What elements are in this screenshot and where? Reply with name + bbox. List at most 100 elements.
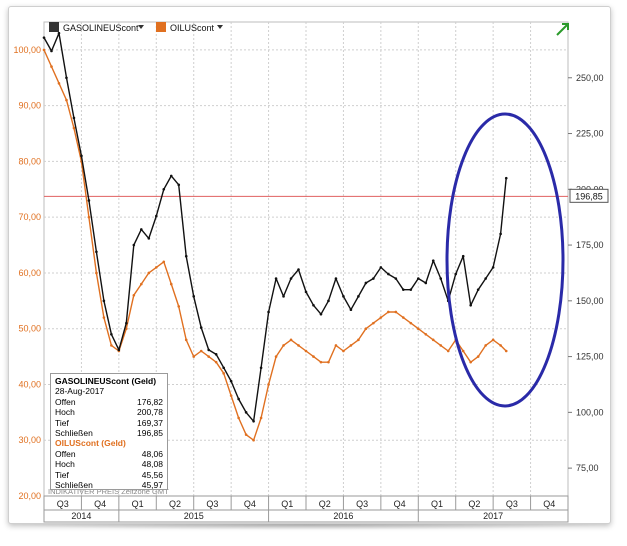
right-tick-label: 250,00 [576,73,604,83]
data-point-oiluscont [312,355,315,358]
data-point-oiluscont [327,360,330,364]
data-point-gasolineuscont [72,116,76,120]
data-point-gasolineuscont [387,272,390,276]
data-point-oiluscont [154,266,158,269]
data-point-gasolineuscont [484,277,487,280]
year-label: 2016 [333,511,353,521]
data-point-oiluscont [416,327,420,331]
data-point-gasolineuscont [192,295,196,298]
o-row-schließen: Schließen 45,97 [55,480,163,490]
data-point-oiluscont [110,344,113,347]
data-point-gasolineuscont [304,290,308,294]
data-point-oiluscont [476,355,480,358]
data-point-oiluscont [504,349,508,353]
data-point-gasolineuscont [364,281,368,285]
data-point-gasolineuscont [334,277,338,280]
data-point-gasolineuscont [416,277,420,280]
o-row-value: 45,56 [141,469,163,480]
data-point-oiluscont [304,349,308,353]
data-point-oiluscont [72,126,76,130]
data-point-gasolineuscont [372,277,375,280]
data-point-oiluscont [409,321,413,325]
data-point-oiluscont [162,260,166,264]
right-tick-label: 225,00 [576,129,604,139]
data-point-oiluscont [42,48,46,52]
left-tick-label: 70,00 [18,212,41,222]
g-row-label: Schließen [55,428,93,439]
data-point-oiluscont [349,344,353,347]
data-point-oiluscont [484,344,487,347]
data-point-gasolineuscont [282,295,285,298]
data-point-oiluscont [357,338,360,342]
data-point-oiluscont [244,433,248,436]
data-point-oiluscont [402,316,405,319]
quarter-label: Q2 [468,499,480,509]
o-row-value: 48,08 [141,459,163,470]
data-point-gasolineuscont [237,397,240,401]
data-point-oiluscont [132,293,136,297]
o-row-offen: Offen 48,06 [55,449,163,459]
data-point-gasolineuscont [379,266,383,269]
data-point-oiluscont [469,360,472,364]
gasoline-panel-title: GASOLINEUScont (Geld) [55,376,157,386]
data-point-gasolineuscont [162,187,166,191]
data-point-oiluscont [229,394,233,397]
data-point-gasolineuscont [431,259,435,262]
data-point-gasolineuscont [117,348,121,352]
data-point-gasolineuscont [80,154,83,158]
data-point-oiluscont [394,310,398,314]
data-point-gasolineuscont [252,419,255,423]
data-point-gasolineuscont [229,379,233,383]
gasoline-legend-swatch [49,22,59,32]
data-point-oiluscont [214,360,218,364]
data-point-oiluscont [334,344,338,347]
data-point-oiluscont [282,344,285,347]
data-point-gasolineuscont [140,228,143,231]
footer-text: INDIKATIVER PREIS Zeitzone GMT [48,487,169,496]
data-point-gasolineuscont [469,303,472,307]
o-row-value: 48,06 [141,448,163,459]
data-point-oiluscont [499,344,502,347]
data-point-oiluscont [342,349,345,353]
right-tick-label: 175,00 [576,240,604,250]
data-point-oiluscont [446,349,450,353]
data-point-oiluscont [461,349,465,353]
data-point-gasolineuscont [259,366,263,370]
data-point-gasolineuscont [214,353,218,356]
data-point-oiluscont [252,438,255,442]
data-point-oiluscont [222,372,225,375]
left-tick-label: 100,00 [13,45,41,55]
year-label: 2015 [184,511,204,521]
g-row-value: 176,82 [137,396,163,407]
data-point-gasolineuscont [274,277,278,280]
right-tick-label: 150,00 [576,296,604,306]
quarter-label: Q2 [319,499,331,509]
data-point-gasolineuscont [95,250,98,254]
data-point-gasolineuscont [207,348,210,352]
data-point-oiluscont [57,82,61,85]
data-point-oiluscont [289,338,293,342]
data-point-gasolineuscont [50,49,53,53]
data-point-oiluscont [274,355,278,358]
right-tick-label: 100,00 [576,407,604,417]
o-row-label: Offen [55,448,76,459]
g-row-label: Tief [55,417,69,428]
data-point-oiluscont [297,344,300,347]
data-point-oiluscont [65,98,68,102]
annotation-circle [445,112,565,408]
left-tick-label: 50,00 [18,324,41,334]
data-point-gasolineuscont [312,303,315,307]
quarter-label: Q4 [543,499,555,509]
panel-date: 28-Aug-2017 [55,386,105,397]
data-point-gasolineuscont [327,299,330,303]
data-point-gasolineuscont [349,308,353,312]
info-panel: GASOLINEUScont (Geld) 28-Aug-2017 Offen 1… [50,373,168,490]
data-point-oiluscont [237,416,240,420]
o-row-value: 45,97 [141,480,163,491]
data-point-oiluscont [125,327,128,331]
data-point-gasolineuscont [476,288,480,291]
data-point-gasolineuscont [424,281,428,285]
oil-panel-title: OILUScont (Geld) [55,438,126,449]
year-label: 2014 [71,511,91,521]
